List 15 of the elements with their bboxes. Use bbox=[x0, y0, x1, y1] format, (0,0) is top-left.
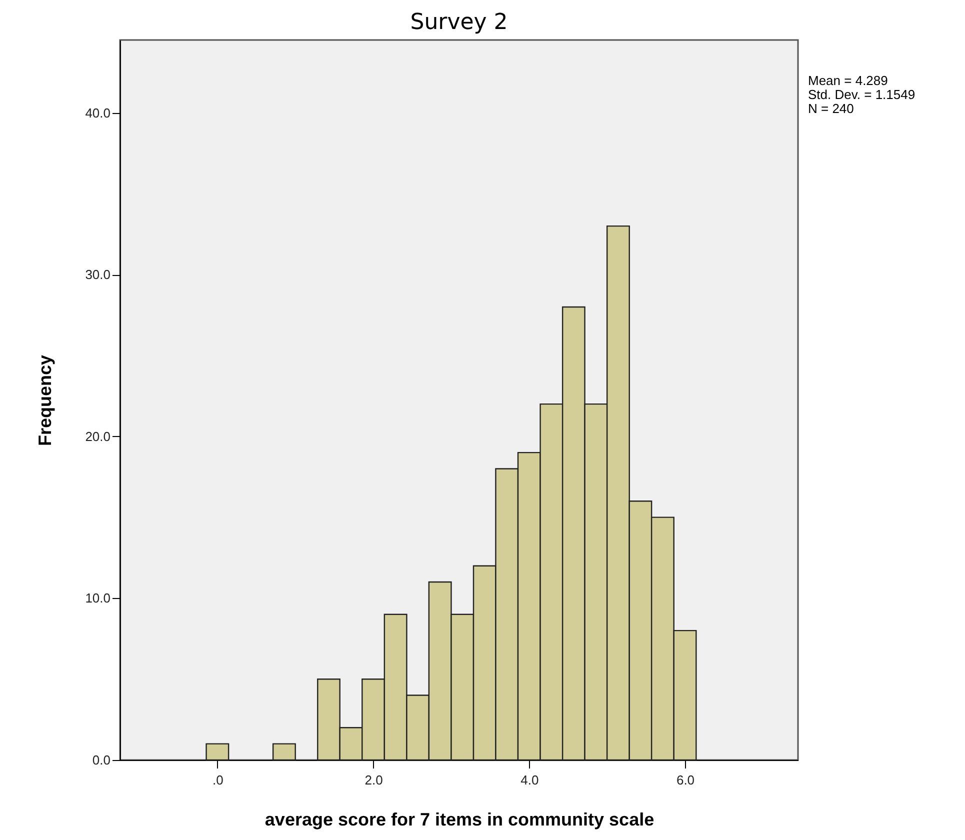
x-axis-title: average score for 7 items in community scale bbox=[264, 810, 654, 830]
y-tick-label: 30.0 bbox=[85, 267, 110, 282]
x-tick-label: 4.0 bbox=[520, 772, 539, 788]
x-tick-label: 6.0 bbox=[676, 772, 695, 788]
x-tick-label: .0 bbox=[212, 772, 224, 788]
y-tick-label: 10.0 bbox=[85, 590, 110, 606]
x-tick-label: 2.0 bbox=[364, 772, 383, 788]
y-tick-label: 0.0 bbox=[92, 752, 110, 768]
y-axis-title: Frequency bbox=[35, 354, 56, 446]
y-tick-label: 20.0 bbox=[85, 428, 110, 444]
text: Mean = 4.289 bbox=[808, 73, 889, 88]
chart-title: Survey 2 bbox=[410, 10, 508, 35]
text: N = 240 bbox=[808, 101, 855, 116]
y-tick-label: 40.0 bbox=[85, 105, 110, 120]
text: Std. Dev. = 1.1549 bbox=[808, 87, 916, 102]
